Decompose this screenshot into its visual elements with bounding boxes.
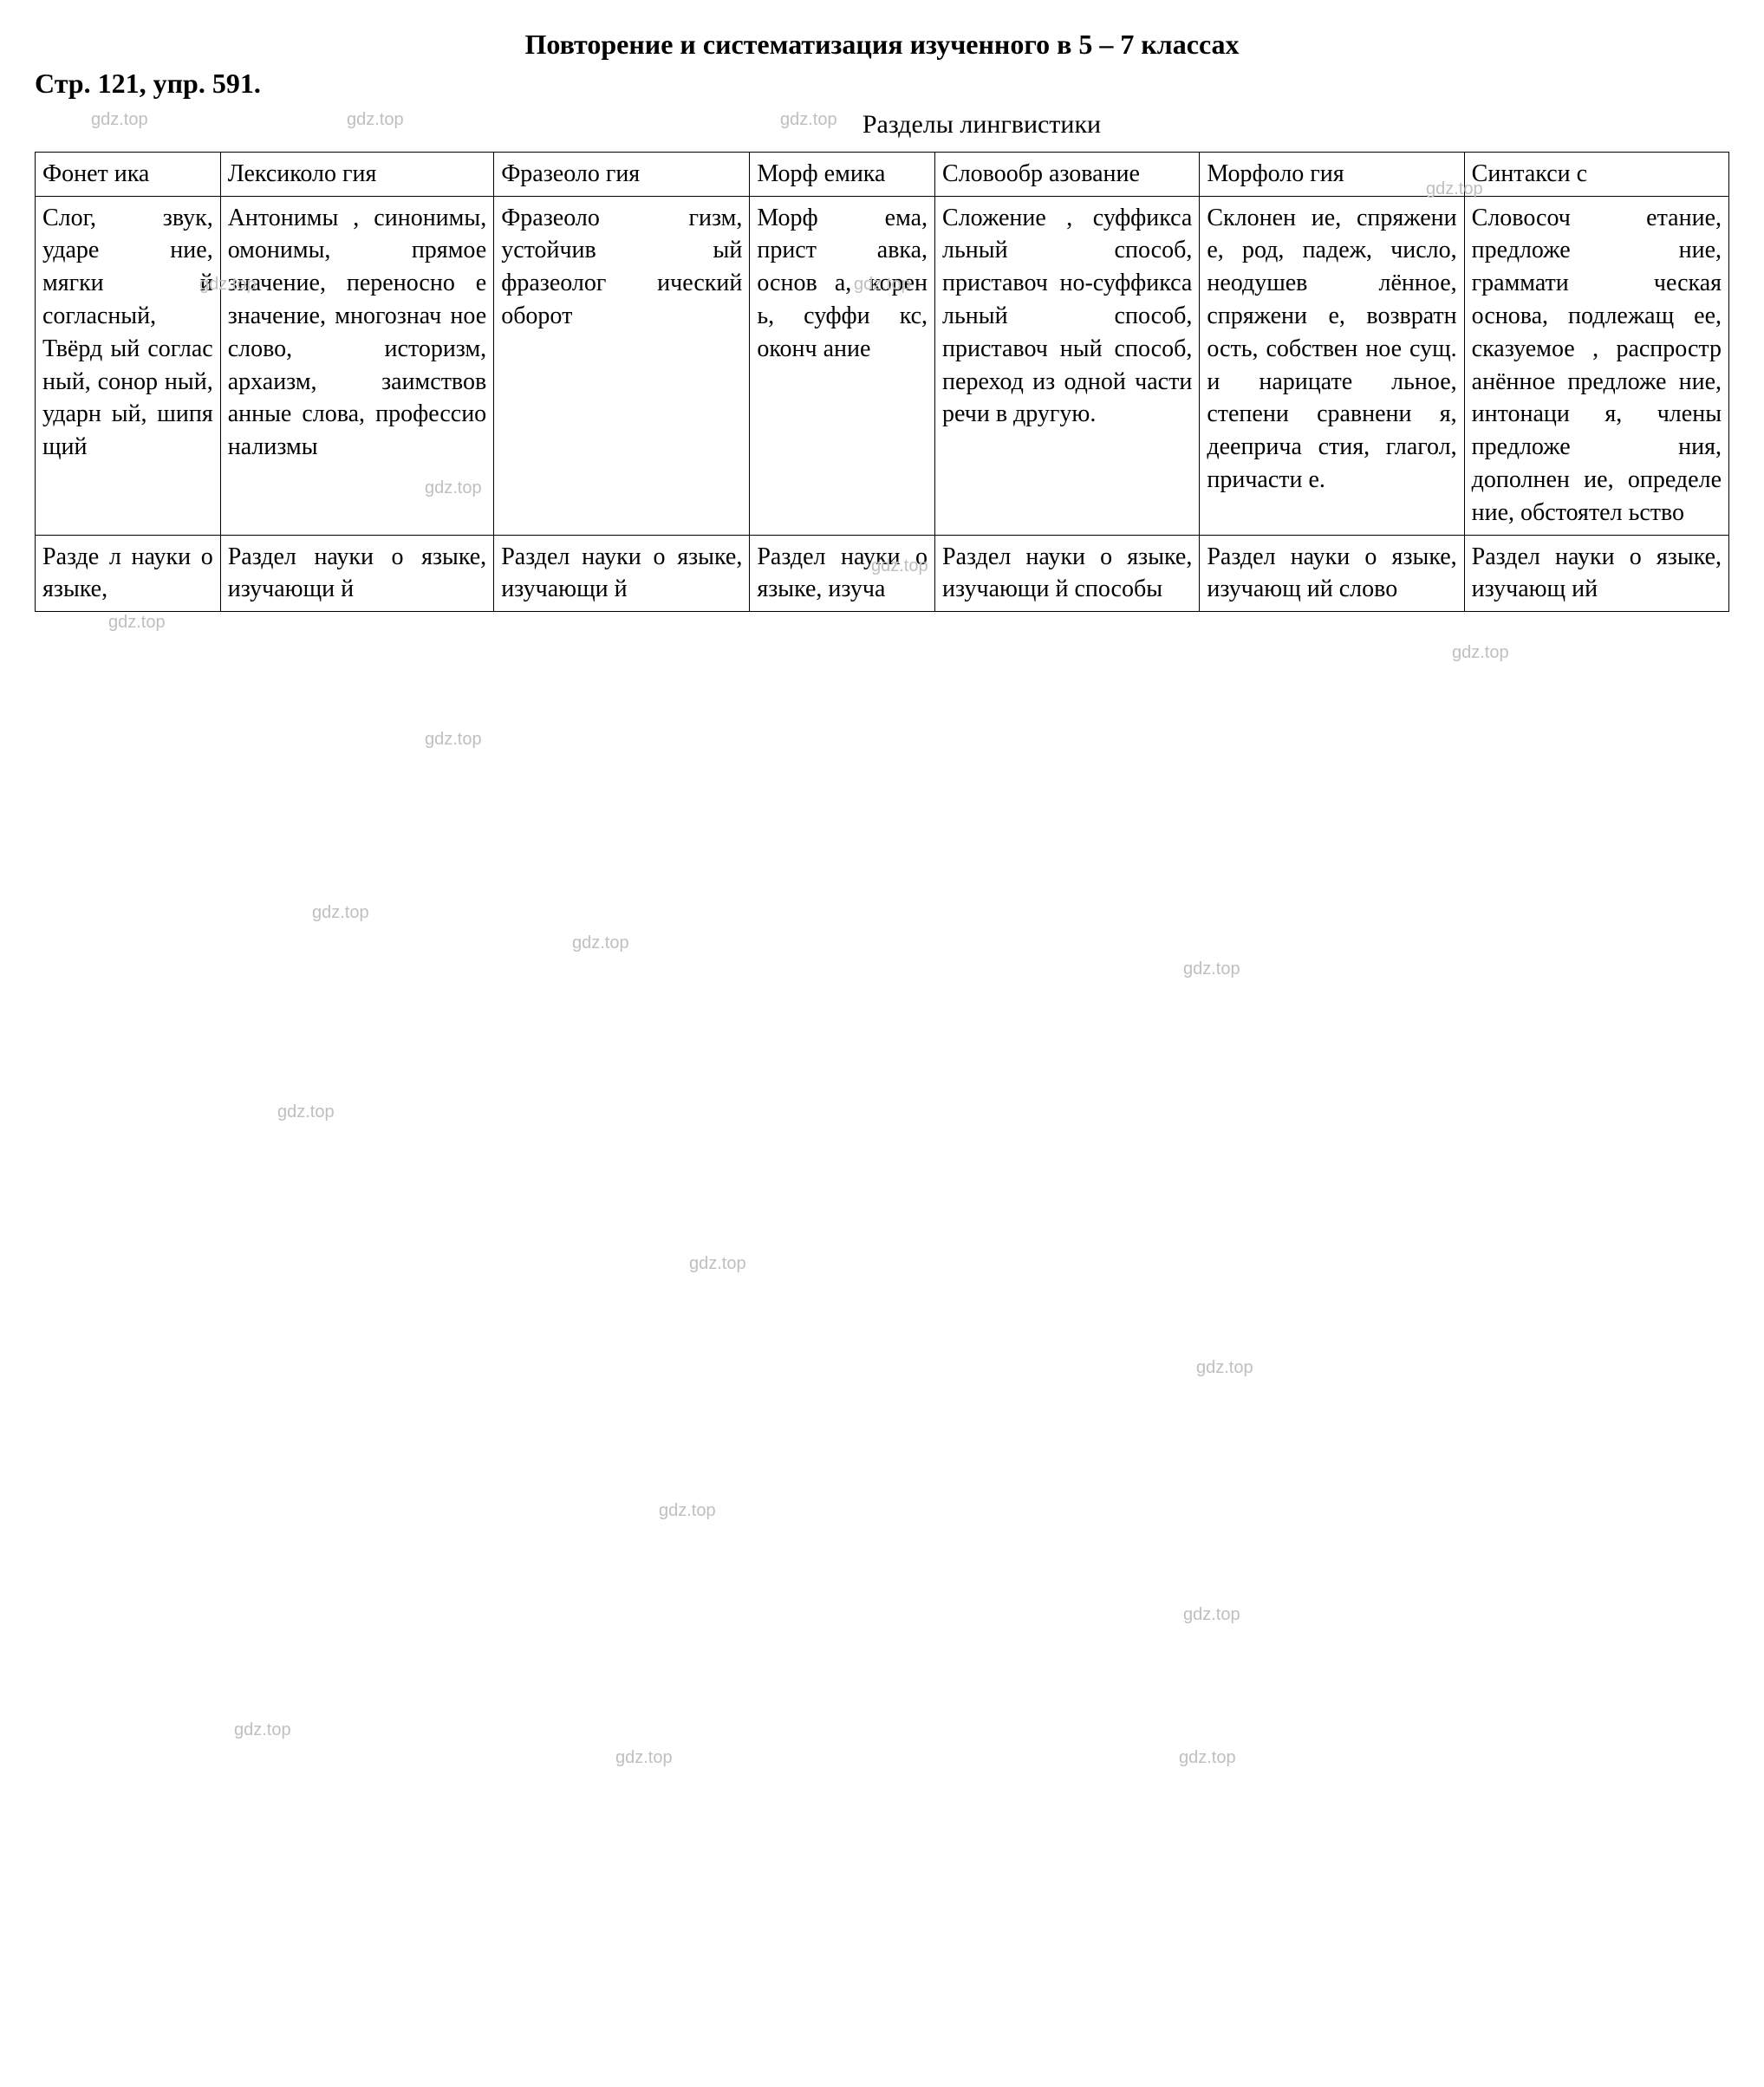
title-line1: Повторение и систематизация изученного в… [35, 26, 1729, 63]
table-cell: Раздел науки о языке, изучающ ий [1464, 535, 1728, 612]
document-root: Повторение и систематизация изученного в… [35, 26, 1729, 612]
watermark-text: gdz.top [659, 1499, 716, 1523]
table-cell: Фонет ика [36, 152, 221, 196]
watermark-text: gdz.top [312, 901, 369, 925]
table-cell: Лексиколо гия [220, 152, 493, 196]
watermark-text: gdz.top [108, 611, 166, 634]
watermark-text: gdz.top [572, 932, 629, 955]
table-cell: Склонен ие, спряжени е, род, падеж, числ… [1200, 196, 1464, 535]
table-cell: Морфоло гия [1200, 152, 1464, 196]
table-cell: Раздел науки о языке, изучающи й способы [935, 535, 1200, 612]
table-cell: Словосоч етание, предложе ние, граммати … [1464, 196, 1728, 535]
linguistics-table: Фонет икаЛексиколо гияФразеоло гияМорф е… [35, 152, 1729, 612]
watermark-text: gdz.top [1183, 958, 1240, 981]
table-cell: Раздел науки о языке, изуча [750, 535, 935, 612]
watermark-text: gdz.top [689, 1252, 746, 1276]
watermark-text: gdz.top [1179, 1746, 1236, 1770]
table-cell: Раздел науки о языке, изучающи й [220, 535, 493, 612]
title-line2: Стр. 121, упр. 591. [35, 65, 1729, 102]
subtitle: Разделы лингвистики [35, 107, 1729, 143]
table-cell: Антонимы , синонимы, омонимы, прямое зна… [220, 196, 493, 535]
table-cell: Синтакси с [1464, 152, 1728, 196]
table-cell: Фразеоло гизм, устойчив ый фразеолог иче… [494, 196, 750, 535]
table-row: Слог, звук, ударе ние, мягки й согласный… [36, 196, 1729, 535]
watermark-text: gdz.top [277, 1101, 335, 1124]
table-cell: Раздел науки о языке, изучающ ий слово [1200, 535, 1464, 612]
table-cell: Сложение , суффикса льный способ, приста… [935, 196, 1200, 535]
table-cell: Фразеоло гия [494, 152, 750, 196]
watermark-text: gdz.top [234, 1719, 291, 1742]
watermark-text: gdz.top [1452, 641, 1509, 665]
table-cell: Словообр азование [935, 152, 1200, 196]
table-cell: Морф ема, прист авка, основ а, корен ь, … [750, 196, 935, 535]
watermark-text: gdz.top [1196, 1356, 1253, 1380]
table-cell: Слог, звук, ударе ние, мягки й согласный… [36, 196, 221, 535]
table-cell: Разде л науки о языке, [36, 535, 221, 612]
watermark-text: gdz.top [425, 728, 482, 751]
table-row: Фонет икаЛексиколо гияФразеоло гияМорф е… [36, 152, 1729, 196]
table-row: Разде л науки о языке,Раздел науки о язы… [36, 535, 1729, 612]
table-cell: Морф емика [750, 152, 935, 196]
table-cell: Раздел науки о языке, изучающи й [494, 535, 750, 612]
watermark-text: gdz.top [1183, 1603, 1240, 1627]
watermark-text: gdz.top [615, 1746, 673, 1770]
